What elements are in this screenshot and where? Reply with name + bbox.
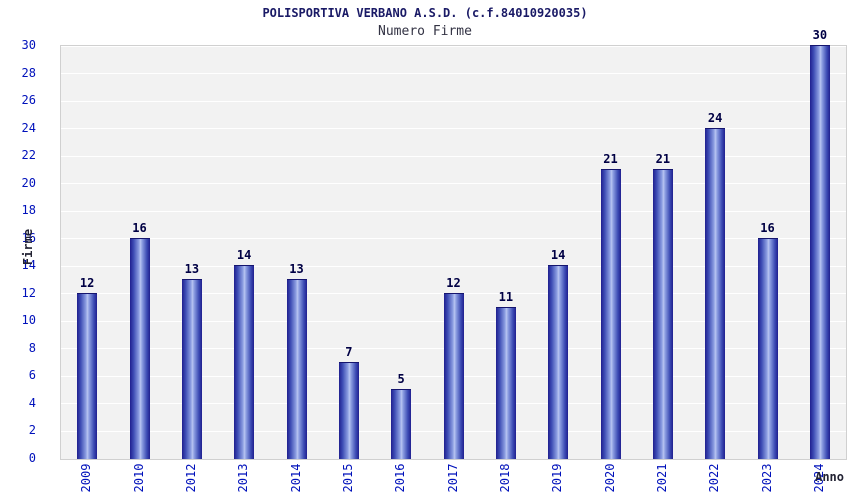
- y-tick-label: 14: [21, 258, 36, 273]
- gridline: [61, 210, 846, 212]
- x-tick-label: 2020: [602, 463, 617, 493]
- x-tick-label: 2013: [236, 463, 251, 493]
- y-tick-label: 16: [21, 230, 36, 245]
- bar-value-label: 21: [603, 151, 618, 166]
- bar-value-label: 12: [79, 275, 95, 290]
- y-tick-label: 28: [21, 65, 36, 80]
- bar-value-label: 7: [345, 344, 353, 359]
- x-tick-label: 2014: [288, 463, 303, 493]
- gridline: [61, 100, 846, 102]
- bar-value-label: 16: [132, 220, 147, 235]
- bar: [234, 265, 255, 459]
- bar: [129, 237, 150, 459]
- bar: [705, 127, 726, 459]
- bar: [443, 292, 464, 459]
- bar-value-label: 11: [498, 289, 514, 304]
- x-tick-label: 2018: [497, 463, 512, 493]
- bar: [548, 265, 569, 459]
- bar: [286, 279, 307, 459]
- y-tick-label: 22: [21, 148, 36, 163]
- bar: [391, 389, 412, 459]
- x-tick-label: 2009: [79, 463, 94, 493]
- x-tick-label: 2021: [654, 463, 669, 493]
- gridline: [61, 155, 846, 157]
- chart-subtitle: Numero Firme: [378, 24, 472, 39]
- gridline: [61, 183, 846, 185]
- y-tick-label: 0: [28, 451, 36, 465]
- bar: [181, 279, 202, 459]
- y-tick-label: 8: [28, 340, 36, 355]
- gridline: [61, 265, 846, 267]
- y-tick-label: 2: [28, 423, 36, 438]
- gridline: [61, 73, 846, 75]
- x-axis-title: Anno: [815, 470, 844, 484]
- y-tick-label: 24: [21, 120, 36, 135]
- bar: [809, 45, 830, 459]
- x-axis-labels: 2009 2010 2012 2013 2014 2015 2016 2017 2018 2019…: [60, 459, 845, 500]
- y-tick-label: 4: [28, 395, 36, 410]
- x-tick-label: 2019: [550, 463, 565, 493]
- bar-value-label: 13: [184, 262, 200, 277]
- bar: [652, 168, 673, 459]
- y-tick-label: 6: [28, 368, 36, 383]
- gridline: [61, 128, 846, 130]
- bar-value-label: 14: [236, 248, 252, 263]
- bar-value-label: 21: [655, 151, 671, 166]
- y-axis-ticks: 0 2 4 6 8 10 12 14 16 18 20 22 24 26 28 30: [0, 38, 40, 465]
- x-tick-label: 2017: [445, 463, 460, 493]
- x-tick-label: 2012: [183, 463, 198, 493]
- bar: [77, 292, 98, 459]
- y-axis-title: Firme: [21, 228, 35, 266]
- bar-value-label: 24: [707, 110, 723, 125]
- bar-value-label: 5: [397, 372, 405, 387]
- bar-value-label: 30: [812, 28, 828, 42]
- gridline: [61, 45, 846, 47]
- y-tick-label: 26: [21, 93, 36, 108]
- x-tick-label: 2010: [131, 463, 146, 493]
- y-tick-label: 12: [21, 285, 36, 300]
- bar: [600, 168, 621, 459]
- gridline: [61, 238, 846, 240]
- x-tick-label: 2022: [707, 463, 722, 493]
- y-tick-label: 20: [21, 175, 36, 190]
- x-tick-label: 2016: [393, 463, 408, 493]
- bar: [757, 237, 778, 459]
- bar-value-label: 16: [760, 220, 775, 235]
- bar: [338, 361, 359, 459]
- x-tick-label: 2015: [340, 463, 355, 493]
- y-tick-label: 30: [21, 38, 36, 52]
- y-tick-label: 18: [21, 203, 36, 218]
- y-tick-label: 10: [21, 313, 36, 328]
- bar: [495, 306, 516, 459]
- bar-value-label: 14: [550, 248, 566, 263]
- plot-area: 12 16 13 14 13 7 5 12 11 14 21 21 24 16 30: [60, 28, 847, 460]
- bar-value-label: 12: [446, 275, 461, 290]
- chart-title: POLISPORTIVA VERBANO A.S.D. (c.f.8401092…: [262, 6, 588, 20]
- x-tick-label: 2023: [759, 463, 774, 493]
- bar-value-label: 13: [289, 262, 304, 277]
